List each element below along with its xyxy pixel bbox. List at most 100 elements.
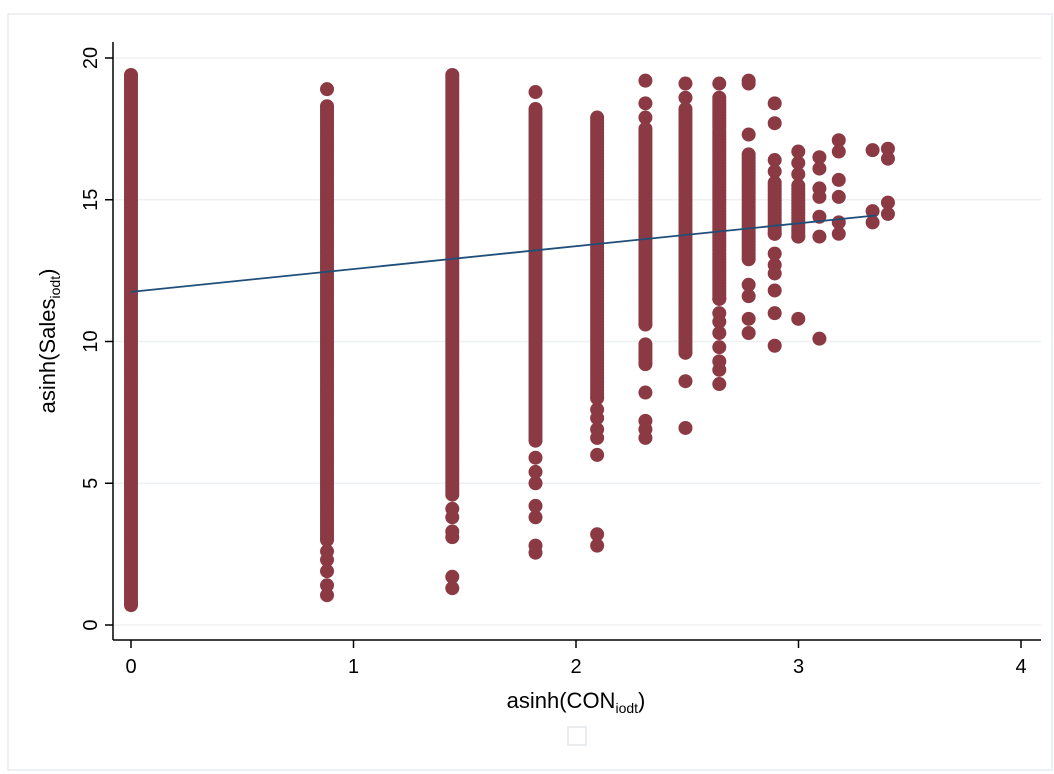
data-point <box>791 155 806 170</box>
data-point <box>528 498 543 513</box>
data-point <box>767 226 782 241</box>
data-point <box>445 524 460 539</box>
data-point <box>445 569 460 584</box>
x-axis-label: asinh(CONiodt) <box>507 688 646 716</box>
data-point <box>320 544 335 559</box>
data-point <box>590 422 605 437</box>
data-point <box>320 564 335 579</box>
data-point <box>812 331 827 346</box>
data-point <box>767 153 782 168</box>
x-tick-label: 1 <box>348 656 359 678</box>
data-point <box>741 325 756 340</box>
data-point <box>831 189 846 204</box>
data-point <box>767 257 782 272</box>
fitted-line <box>130 214 877 293</box>
data-point <box>791 311 806 326</box>
data-point <box>812 161 827 176</box>
scatter-points <box>124 68 895 613</box>
data-point <box>880 151 895 166</box>
data-point <box>767 283 782 298</box>
data-point <box>590 391 605 406</box>
data-point <box>445 581 460 596</box>
data-point <box>865 143 880 158</box>
data-point <box>712 354 727 369</box>
data-point <box>320 532 335 547</box>
data-point <box>865 215 880 230</box>
data-point <box>528 464 543 479</box>
data-point <box>678 345 693 360</box>
data-point <box>638 73 653 88</box>
data-point <box>712 377 727 392</box>
data-point <box>767 96 782 111</box>
data-point <box>767 164 782 179</box>
data-point <box>638 96 653 111</box>
data-point <box>638 413 653 428</box>
data-point <box>831 226 846 241</box>
data-point <box>767 116 782 131</box>
data-point <box>590 402 605 417</box>
data-point <box>638 317 653 332</box>
data-point <box>741 277 756 292</box>
data-point <box>831 133 846 148</box>
data-point <box>831 144 846 159</box>
data-point <box>831 215 846 230</box>
data-point <box>528 433 543 448</box>
data-point <box>880 141 895 156</box>
data-point <box>712 291 727 306</box>
y-tick-label: 15 <box>80 189 102 211</box>
data-point <box>812 150 827 165</box>
data-point <box>741 127 756 142</box>
x-tick-label: 4 <box>1015 656 1026 678</box>
data-point <box>791 167 806 182</box>
data-point <box>678 76 693 91</box>
x-tick-label: 3 <box>793 656 804 678</box>
data-point <box>445 487 460 502</box>
data-point <box>638 385 653 400</box>
data-point <box>767 246 782 261</box>
data-point <box>880 206 895 221</box>
data-point <box>445 501 460 516</box>
data-point <box>678 420 693 435</box>
data-point <box>528 450 543 465</box>
x-tick-label: 2 <box>570 656 581 678</box>
data-point <box>638 357 653 372</box>
data-point <box>528 510 543 525</box>
data-point <box>812 229 827 244</box>
data-point <box>741 252 756 267</box>
data-point <box>880 195 895 210</box>
data-point <box>712 76 727 91</box>
data-point <box>528 476 543 491</box>
data-point <box>767 338 782 353</box>
data-point <box>528 85 543 100</box>
data-point <box>767 306 782 321</box>
y-tick-labels: 0 5 10 15 20 <box>80 47 102 631</box>
y-axis-label: asinh(Salesiodt) <box>35 269 63 414</box>
data-point <box>712 340 727 355</box>
data-point <box>320 588 335 603</box>
data-point <box>320 578 335 593</box>
y-tick-label: 0 <box>80 619 102 630</box>
x-tick-labels: 0 1 2 3 4 <box>125 656 1026 678</box>
data-point <box>812 181 827 196</box>
data-point <box>678 90 693 105</box>
data-point <box>741 311 756 326</box>
data-point <box>831 172 846 187</box>
data-point <box>712 325 727 340</box>
data-point <box>791 229 806 244</box>
data-point <box>320 82 335 97</box>
data-point <box>590 527 605 542</box>
axes <box>105 42 1041 648</box>
y-tick-label: 10 <box>80 330 102 352</box>
data-point <box>590 447 605 462</box>
data-point <box>678 374 693 389</box>
y-tick-label: 5 <box>80 478 102 489</box>
data-point <box>590 538 605 553</box>
data-point <box>712 306 727 321</box>
data-point <box>638 110 653 125</box>
data-point <box>741 73 756 88</box>
x-tick-label: 0 <box>125 656 136 678</box>
y-tick-label: 20 <box>80 47 102 69</box>
data-point <box>791 144 806 159</box>
data-point <box>124 598 138 613</box>
